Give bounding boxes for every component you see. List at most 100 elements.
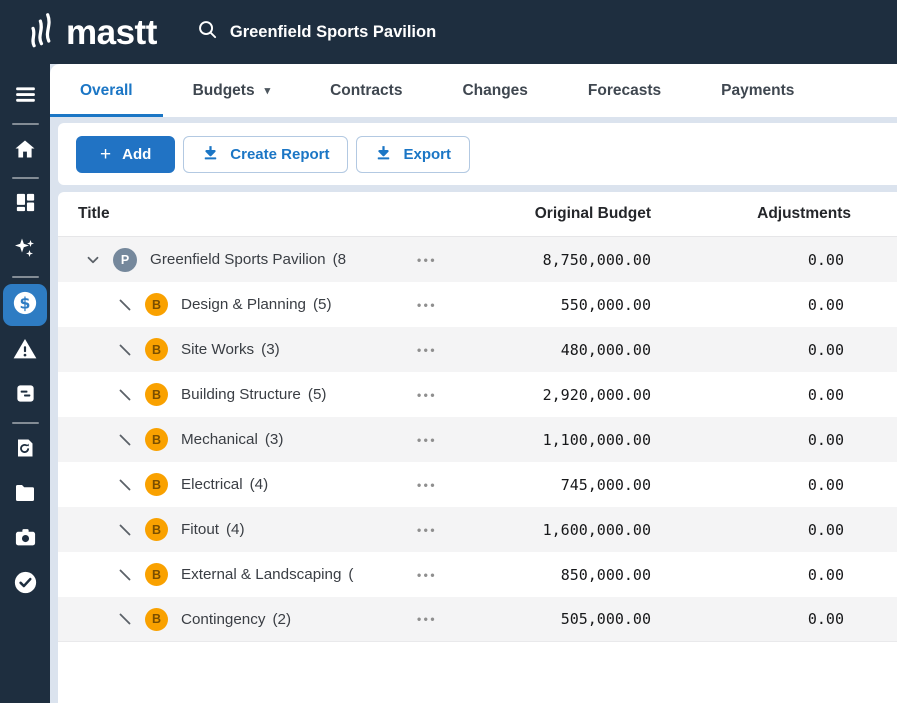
original-budget-value: 505,000.00	[560, 610, 651, 628]
create-report-button[interactable]: Create Report	[183, 135, 349, 173]
sidebar-item-folder[interactable]	[5, 475, 45, 515]
sidebar-item-menu[interactable]	[5, 77, 45, 117]
sidebar-item-notes[interactable]	[5, 376, 45, 416]
column-header-original-budget: Original Budget	[534, 205, 651, 222]
budget-badge: B	[145, 473, 168, 496]
budget-badge: B	[145, 607, 168, 631]
budget-badge: B	[145, 518, 168, 541]
sidebar-item-budget-dollar[interactable]: $	[3, 284, 47, 326]
tab-forecasts[interactable]: Forecasts	[558, 64, 691, 117]
tab-payments[interactable]: Payments	[691, 64, 824, 117]
row-item-count: (	[348, 566, 354, 583]
row-title-cell: B Fitout (4)	[58, 518, 407, 541]
row-menu-button[interactable]: •••	[407, 612, 447, 626]
row-menu-button[interactable]: •••	[407, 478, 447, 492]
toolbar: + Add Create Report	[58, 123, 897, 185]
chevron-right-icon[interactable]	[115, 430, 135, 450]
sidebar-item-history[interactable]	[5, 430, 45, 470]
sidebar-item-home[interactable]	[5, 131, 45, 171]
row-item-count: (4)	[249, 476, 269, 493]
row-menu-button[interactable]: •••	[407, 343, 447, 357]
row-title-cell: B Site Works (3)	[58, 338, 407, 361]
budget-badge: B	[145, 293, 168, 316]
adjustments-value: 0.00	[807, 520, 844, 539]
chevron-down-icon[interactable]	[83, 250, 103, 270]
chevron-right-icon[interactable]	[115, 520, 135, 540]
sidebar-item-camera[interactable]	[5, 520, 45, 560]
sidebar-divider	[11, 177, 39, 179]
chevron-right-icon[interactable]	[115, 609, 135, 629]
table-row: B Mechanical (3) ••• 1,100,000.00 0.00	[58, 417, 897, 462]
original-budget-value: 8,750,000.00	[542, 250, 651, 269]
chevron-right-icon[interactable]	[115, 295, 135, 315]
chevron-right-icon[interactable]	[115, 385, 135, 405]
row-item-count: (5)	[307, 386, 327, 403]
sparkles-icon	[13, 236, 37, 265]
tab-label: Payments	[721, 81, 795, 99]
budget-badge: B	[145, 338, 168, 361]
project-badge: P	[113, 247, 137, 272]
row-menu-button[interactable]: •••	[407, 568, 447, 582]
adjustments-value: 0.00	[807, 250, 844, 269]
original-budget-value: 1,600,000.00	[542, 520, 651, 539]
tab-label: Budgets	[192, 81, 255, 99]
row-item-count: (3)	[264, 431, 284, 448]
row-title: Greenfield Sports Pavilion	[150, 251, 326, 268]
download-icon	[375, 144, 392, 165]
sidebar-item-sparkles[interactable]	[5, 230, 45, 270]
row-title: Mechanical	[181, 431, 258, 448]
sidebar-item-dashboard[interactable]	[5, 185, 45, 225]
original-budget-value: 2,920,000.00	[542, 385, 651, 404]
row-title-cell: B Contingency (2)	[58, 607, 407, 631]
logo-wordmark: mastt	[66, 12, 157, 52]
row-title-cell: B External & Landscaping (	[58, 563, 407, 586]
budget-dollar-icon: $	[12, 290, 38, 321]
row-item-count: (5)	[312, 296, 332, 313]
tab-budgets[interactable]: Budgets ▾	[163, 64, 301, 117]
notes-icon	[14, 382, 37, 410]
mastt-logo[interactable]: mastt	[26, 8, 157, 57]
row-menu-button[interactable]: •••	[407, 433, 447, 447]
home-icon	[13, 137, 37, 166]
history-icon	[13, 436, 37, 465]
row-title: Contingency	[181, 610, 266, 628]
row-menu-button[interactable]: •••	[407, 388, 447, 402]
warning-icon	[12, 336, 38, 367]
chevron-right-icon[interactable]	[115, 565, 135, 585]
sidebar-divider	[11, 123, 39, 125]
sidebar-item-check[interactable]	[5, 565, 45, 605]
row-menu-button[interactable]: •••	[407, 298, 447, 312]
top-bar: mastt Greenfield Sports Pavilion	[0, 0, 897, 64]
budget-table: Title Original Budget Adjustments P Green…	[58, 192, 897, 703]
tab-contracts[interactable]: Contracts	[300, 64, 432, 117]
row-menu-button[interactable]: •••	[407, 523, 447, 537]
add-button[interactable]: + Add	[76, 135, 176, 173]
main-area: Overall Budgets ▾ Contracts Changes Forecasts…	[50, 64, 897, 703]
row-title: Building Structure	[181, 386, 301, 403]
table-row: B Design & Planning (5) ••• 550,000.00 0.00	[58, 282, 897, 327]
export-label: Export	[403, 145, 451, 163]
dashboard-icon	[14, 191, 37, 219]
tab-overall[interactable]: Overall	[50, 64, 163, 117]
row-title: Site Works	[181, 341, 255, 358]
table-row: B Electrical (4) ••• 745,000.00 0.00	[58, 462, 897, 507]
add-button-label: Add	[122, 145, 152, 163]
adjustments-value: 0.00	[807, 475, 844, 494]
adjustments-value: 0.00	[807, 430, 844, 449]
sidebar-divider	[11, 422, 39, 424]
table-row: B Building Structure (5) ••• 2,920,000.00 0.0…	[58, 372, 897, 417]
sidebar-item-warning[interactable]	[5, 331, 45, 371]
row-menu-button[interactable]: •••	[407, 253, 447, 267]
table-row: B Fitout (4) ••• 1,600,000.00 0.00	[58, 507, 897, 552]
export-button[interactable]: Export	[356, 135, 470, 173]
chevron-right-icon[interactable]	[115, 475, 135, 495]
tab-label: Contracts	[330, 81, 403, 99]
original-budget-value: 850,000.00	[560, 565, 651, 584]
table-body: P Greenfield Sports Pavilion (8 ••• 8,750,00…	[58, 237, 897, 642]
tab-changes[interactable]: Changes	[432, 64, 557, 117]
sidebar: $	[0, 64, 50, 703]
row-item-count: (3)	[261, 341, 280, 358]
adjustments-value: 0.00	[807, 295, 844, 314]
global-search[interactable]: Greenfield Sports Pavilion	[197, 19, 436, 45]
chevron-right-icon[interactable]	[115, 340, 135, 360]
